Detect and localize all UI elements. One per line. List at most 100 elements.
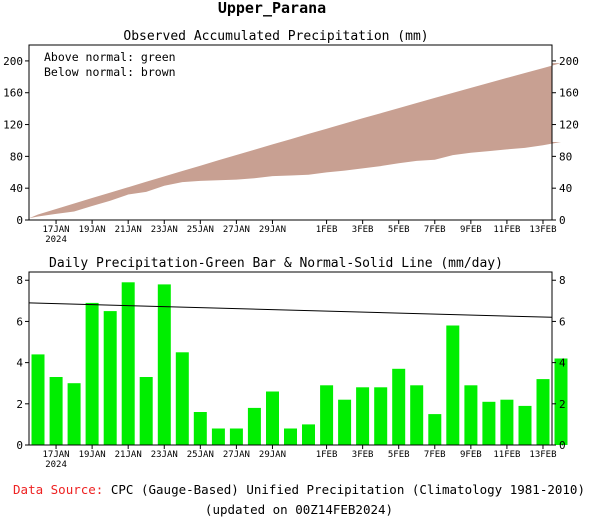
daily-ytick-label-left: 2 xyxy=(16,398,23,411)
accumulated-xtick-label: 25JAN xyxy=(187,225,214,235)
daily-bar xyxy=(157,284,171,445)
daily-bar xyxy=(85,302,99,445)
accumulated-xtick-label: 29JAN xyxy=(259,225,286,235)
accumulated-xtick-year: 2024 xyxy=(45,235,67,245)
daily-bar xyxy=(175,352,189,445)
daily-ytick-label-right: 2 xyxy=(559,398,566,411)
daily-bar xyxy=(464,385,478,445)
below-normal-area xyxy=(29,63,561,219)
accumulated-ytick-label-right: 200 xyxy=(559,55,579,68)
daily-xtick-label: 13FEB xyxy=(529,450,556,460)
daily-bar xyxy=(67,383,81,445)
accumulated-plot-frame xyxy=(28,44,553,221)
daily-xtick-year: 2024 xyxy=(45,460,67,470)
accumulated-ytick-label-right: 0 xyxy=(559,214,566,227)
daily-bar xyxy=(266,391,279,445)
accumulated-ytick-label-right: 120 xyxy=(559,119,579,132)
legend-below-normal: Below normal: brown xyxy=(44,65,176,79)
accumulated-ytick-label-right: 80 xyxy=(559,150,572,163)
daily-panel: Daily Precipitation-Green Bar & Normal-S… xyxy=(16,256,568,470)
accumulated-ytick-label-right: 160 xyxy=(559,87,579,100)
accumulated-xtick-label: 17JAN xyxy=(43,225,70,235)
daily-bar xyxy=(211,428,225,445)
daily-xtick-label: 3FEB xyxy=(352,450,374,460)
daily-bar xyxy=(428,414,442,445)
daily-bar xyxy=(229,428,243,445)
page-title: Upper_Parana xyxy=(218,0,326,17)
footer-source: Data Source: CPC (Gauge-Based) Unified P… xyxy=(13,482,585,497)
footer-source-text: CPC (Gauge-Based) Unified Precipitation … xyxy=(111,482,585,497)
daily-bar xyxy=(121,282,135,445)
daily-xtick-label: 7FEB xyxy=(424,450,446,460)
accumulated-xtick-label: 3FEB xyxy=(352,225,374,235)
daily-bar xyxy=(500,399,514,445)
daily-xtick-label: 5FEB xyxy=(388,450,410,460)
accumulated-ytick-label-left: 0 xyxy=(16,214,23,227)
daily-bar xyxy=(302,424,315,445)
daily-bar xyxy=(338,399,352,445)
daily-title: Daily Precipitation-Green Bar & Normal-S… xyxy=(49,256,503,271)
accumulated-xtick-label: 5FEB xyxy=(388,225,410,235)
footer-updated: (updated on 00Z14FEB2024) xyxy=(205,502,393,517)
accumulated-xtick-label: 23JAN xyxy=(151,225,178,235)
daily-xtick-label: 9FEB xyxy=(460,450,482,460)
daily-ytick-label-left: 4 xyxy=(16,357,23,370)
accumulated-xtick-label: 11FEB xyxy=(493,225,520,235)
daily-bar xyxy=(247,407,261,445)
daily-bar xyxy=(193,412,207,445)
daily-bar xyxy=(320,385,334,445)
daily-bar xyxy=(374,387,388,445)
daily-bar xyxy=(482,401,496,446)
normal-line xyxy=(28,302,553,318)
daily-xtick-label: 27JAN xyxy=(223,450,250,460)
footer-source-label: Data Source: xyxy=(13,482,103,497)
daily-bar xyxy=(518,405,532,445)
daily-xtick-label: 11FEB xyxy=(493,450,520,460)
accumulated-ytick-label-left: 160 xyxy=(3,87,23,100)
daily-ytick-label-right: 0 xyxy=(559,439,566,452)
daily-bar xyxy=(284,428,297,445)
daily-xtick-label: 17JAN xyxy=(43,450,70,460)
daily-bar xyxy=(536,379,550,445)
daily-xtick-label: 1FEB xyxy=(316,450,338,460)
accumulated-title: Observed Accumulated Precipitation (mm) xyxy=(123,29,428,44)
accumulated-xtick-label: 7FEB xyxy=(424,225,446,235)
daily-bar xyxy=(554,358,568,445)
accumulated-xtick-label: 1FEB xyxy=(316,225,338,235)
daily-ytick-label-left: 6 xyxy=(16,315,23,328)
accumulated-ytick-label-right: 40 xyxy=(559,182,572,195)
daily-bar xyxy=(139,377,153,445)
daily-bar xyxy=(356,387,370,445)
accumulated-xtick-label: 19JAN xyxy=(79,225,106,235)
daily-bar xyxy=(49,377,63,445)
daily-ytick-label-left: 0 xyxy=(16,439,23,452)
accumulated-ytick-label-left: 80 xyxy=(10,150,23,163)
accumulated-xtick-label: 13FEB xyxy=(529,225,556,235)
daily-xtick-label: 21JAN xyxy=(115,450,142,460)
daily-bar xyxy=(410,385,424,445)
legend-above-normal: Above normal: green xyxy=(44,50,176,64)
daily-ytick-label-right: 8 xyxy=(559,274,566,287)
daily-ytick-label-right: 4 xyxy=(559,357,566,370)
accumulated-xtick-label: 21JAN xyxy=(115,225,142,235)
daily-bar xyxy=(31,354,45,445)
daily-plot-frame xyxy=(28,271,553,446)
accumulated-panel: Observed Accumulated Precipitation (mm) … xyxy=(3,29,579,245)
daily-xtick-label: 29JAN xyxy=(259,450,286,460)
daily-bar xyxy=(446,325,460,445)
daily-bar xyxy=(103,311,117,445)
accumulated-xtick-label: 9FEB xyxy=(460,225,482,235)
daily-ytick-label-right: 6 xyxy=(559,315,566,328)
daily-ytick-label-left: 8 xyxy=(16,274,23,287)
daily-bar xyxy=(392,368,406,445)
accumulated-ytick-label-left: 120 xyxy=(3,119,23,132)
accumulated-xtick-label: 27JAN xyxy=(223,225,250,235)
daily-bars xyxy=(31,282,568,446)
daily-xtick-label: 19JAN xyxy=(79,450,106,460)
daily-xtick-label: 25JAN xyxy=(187,450,214,460)
daily-xtick-label: 23JAN xyxy=(151,450,178,460)
accumulated-ytick-label-left: 200 xyxy=(3,55,23,68)
